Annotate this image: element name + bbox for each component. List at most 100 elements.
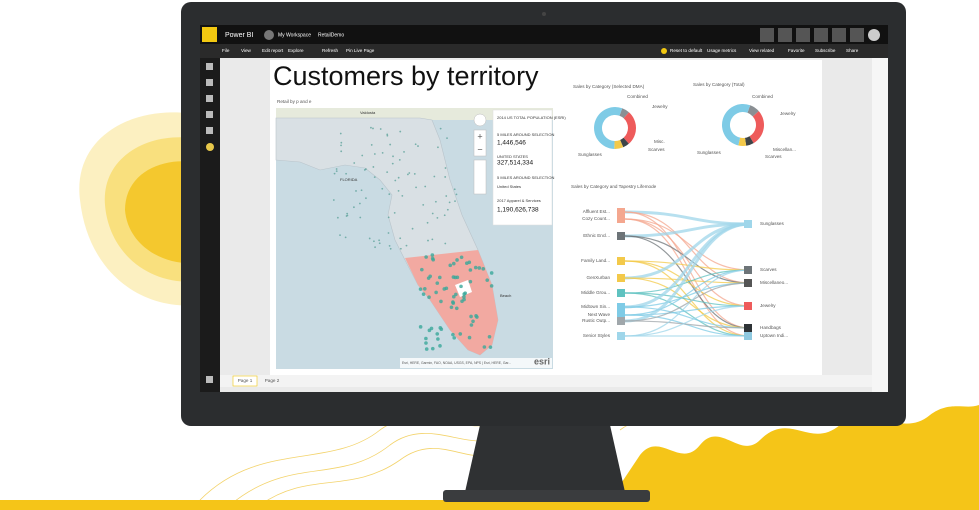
map-dot xyxy=(364,168,367,170)
donut-slice[interactable] xyxy=(721,103,751,146)
workspace[interactable]: My Workspace xyxy=(278,32,311,38)
toolbar-item[interactable]: Reset to default xyxy=(670,48,703,53)
map-dot xyxy=(358,202,361,205)
chord-arc xyxy=(617,208,625,216)
chord-ribbon xyxy=(624,260,751,337)
map-dot xyxy=(389,143,392,146)
toolbar-item[interactable]: Refresh xyxy=(322,48,339,53)
chord-ribbon xyxy=(624,292,751,307)
chord-arc xyxy=(744,332,752,340)
map-dot xyxy=(462,295,466,299)
map-dot xyxy=(467,335,472,340)
map-dot xyxy=(423,286,427,291)
donut-label: Sunglasses xyxy=(697,150,721,155)
chord-label: Family Land... xyxy=(581,258,610,263)
chord-ribbon xyxy=(624,305,751,337)
donut-slice[interactable] xyxy=(623,112,637,144)
donut-slice[interactable] xyxy=(744,136,754,146)
map-dot xyxy=(346,212,349,215)
chord-label: Handbags xyxy=(760,325,782,330)
camera xyxy=(542,12,546,16)
donut-slice[interactable] xyxy=(594,107,623,149)
map-label: FLORIDA xyxy=(340,177,358,182)
map-dot xyxy=(444,242,447,245)
map-dot xyxy=(487,334,492,339)
chord-arc xyxy=(617,257,625,265)
map-dot xyxy=(444,176,447,178)
map-dot xyxy=(473,265,478,270)
map-dot xyxy=(401,194,404,197)
map-dot xyxy=(465,261,469,266)
map-dot xyxy=(435,332,440,336)
chord-ribbon xyxy=(624,269,751,294)
toolbar-item[interactable]: File xyxy=(222,48,230,53)
esri-logo: esri xyxy=(534,356,550,366)
chord-label: Ethnic Encl... xyxy=(583,233,610,238)
map-dot xyxy=(469,323,474,327)
toolbar-item[interactable]: Edit report xyxy=(262,48,284,53)
map-dot xyxy=(468,268,473,272)
map-dot xyxy=(403,151,405,153)
map-dot xyxy=(449,305,454,310)
map-dot xyxy=(485,278,490,282)
map-dot xyxy=(359,216,362,219)
toolbar-item[interactable]: Subscribe xyxy=(815,48,836,53)
attribution: Esri, HERE, Garmin, FAO, NOAA, USGS, EPA… xyxy=(402,361,511,365)
report-name: RetailDemo xyxy=(318,32,344,38)
toolbar-item[interactable]: Pin Live Page xyxy=(346,48,375,53)
decor-hills xyxy=(610,405,979,500)
map-dot xyxy=(353,162,356,164)
map-dot xyxy=(454,292,458,297)
map-dot xyxy=(391,162,394,165)
chord-arc xyxy=(617,274,625,282)
toolbar-item[interactable]: View related xyxy=(749,48,775,53)
map-dot xyxy=(442,287,447,291)
map-dot xyxy=(434,290,438,295)
nav-icons[interactable] xyxy=(206,63,214,383)
info-text: 5 MILES AROUND SELECTION xyxy=(497,132,554,137)
chord-arc xyxy=(617,303,625,311)
donut-slice[interactable] xyxy=(620,137,629,148)
map-dot xyxy=(379,128,382,130)
svg-text:−: − xyxy=(477,144,482,154)
tab-label[interactable]: Page 1 xyxy=(238,378,253,383)
map-dot xyxy=(415,186,417,189)
map-dot xyxy=(469,314,473,319)
map-dot xyxy=(405,244,408,247)
map-dot xyxy=(452,294,456,299)
toolbar-item[interactable]: Favorite xyxy=(788,48,805,53)
chord-ribbon xyxy=(624,282,751,322)
map-dot xyxy=(333,172,336,175)
map-dot xyxy=(424,255,428,259)
tab-label[interactable]: Page 2 xyxy=(265,378,280,383)
toolbar-item[interactable]: Usage metrics xyxy=(707,48,737,53)
monitor-neck xyxy=(465,425,625,492)
chord-arc xyxy=(744,266,752,274)
map-dot xyxy=(439,127,442,130)
map-dot xyxy=(433,175,436,178)
chord-ribbon xyxy=(624,269,751,316)
map-dot xyxy=(438,275,442,280)
donut-slice[interactable] xyxy=(614,139,624,150)
chord-arc xyxy=(744,279,752,287)
map-dot xyxy=(434,200,437,203)
map-dot xyxy=(388,244,391,247)
map-dot xyxy=(424,185,427,188)
tab[interactable] xyxy=(232,375,258,387)
donut-slice[interactable] xyxy=(738,137,747,147)
map-dot xyxy=(431,212,434,215)
chord-label: Scarves xyxy=(760,267,777,272)
donut-slice[interactable] xyxy=(619,108,629,119)
map-dot xyxy=(386,171,389,174)
filter-pane[interactable] xyxy=(872,58,888,392)
toolbar-item[interactable]: Share xyxy=(846,48,859,53)
toolbar-item[interactable]: View xyxy=(241,48,252,53)
app-launcher[interactable] xyxy=(202,27,217,42)
map-dot xyxy=(389,247,392,250)
toolbar-item[interactable]: Explore xyxy=(288,48,304,53)
map-dot xyxy=(372,127,374,130)
title-icons[interactable] xyxy=(760,28,880,42)
donut-slice[interactable] xyxy=(747,105,759,117)
map-controls[interactable]: + − xyxy=(473,113,487,195)
donut-slice[interactable] xyxy=(749,111,764,144)
